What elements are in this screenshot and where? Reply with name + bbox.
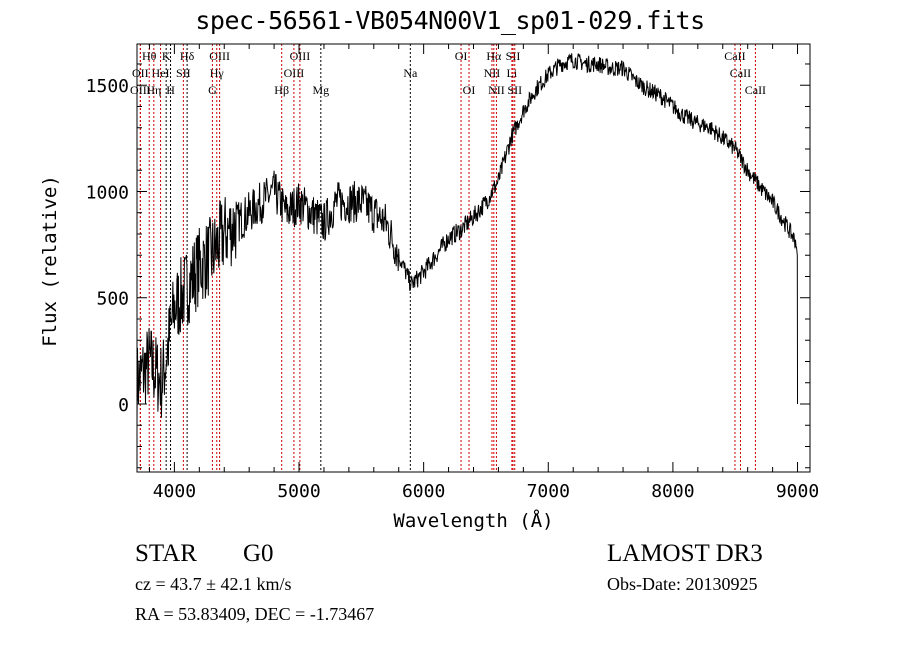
line-label-13: OIII — [284, 66, 305, 80]
x-tick-label-4: 8000 — [651, 481, 694, 502]
line-label-6: Hα — [486, 49, 502, 63]
survey-label: LAMOST DR3 — [607, 540, 763, 567]
plot-frame — [136, 43, 811, 473]
line-label-1: K — [162, 49, 171, 63]
line-label-16: Li — [507, 66, 518, 80]
line-label-17: CaII — [730, 66, 751, 80]
line-label-14: Na — [403, 66, 418, 80]
line-label-8: CaII — [724, 49, 745, 63]
coordinates: RA = 53.83409, DEC = -1.73467 — [135, 604, 375, 624]
line-label-20: H — [166, 83, 175, 97]
redshift-cz: cz = 43.7 ± 42.1 km/s — [135, 574, 292, 594]
line-label-12: Hγ — [210, 66, 225, 80]
line-label-23: Mg — [312, 83, 329, 97]
y-tick-label-3: 1500 — [86, 76, 129, 97]
line-label-7: SII — [506, 49, 521, 63]
x-tick-label-5: 9000 — [776, 481, 819, 502]
y-tick-label-1: 500 — [96, 289, 129, 310]
x-tick-label-1: 5000 — [277, 481, 320, 502]
line-label-0: Hθ — [142, 49, 157, 63]
x-tick-label-0: 4000 — [153, 481, 196, 502]
line-label-4: OIII — [290, 49, 311, 63]
line-label-10: HeI — [152, 66, 170, 80]
line-label-27: CaII — [745, 83, 766, 97]
y-tick-label-2: 1000 — [86, 182, 129, 203]
x-axis-label: Wavelength (Å) — [393, 510, 554, 532]
line-label-5: OI — [455, 49, 468, 63]
y-axis-label: Flux (relative) — [39, 175, 61, 347]
line-label-2: Hδ — [180, 49, 195, 63]
line-label-22: Hβ — [274, 83, 289, 97]
line-label-18: OIII — [130, 83, 151, 97]
obs-date: Obs-Date: 20130925 — [607, 574, 758, 594]
x-tick-label-2: 6000 — [402, 481, 445, 502]
line-label-21: G — [208, 83, 217, 97]
subclass: G0 — [243, 540, 274, 567]
chart-title: spec-56561-VB054N00V1_sp01-029.fits — [195, 6, 705, 35]
line-label-19: Hη — [146, 83, 161, 97]
line-label-24: OI — [463, 83, 476, 97]
spectrum-line — [136, 53, 799, 424]
line-label-26: SII — [507, 83, 522, 97]
line-label-11: SII — [176, 66, 191, 80]
y-tick-label-0: 0 — [118, 395, 129, 416]
line-label-25: NII — [488, 83, 505, 97]
object-class: STAR — [135, 540, 197, 567]
x-tick-label-3: 7000 — [527, 481, 570, 502]
line-label-15: NII — [484, 66, 501, 80]
line-label-3: OIII — [209, 49, 230, 63]
